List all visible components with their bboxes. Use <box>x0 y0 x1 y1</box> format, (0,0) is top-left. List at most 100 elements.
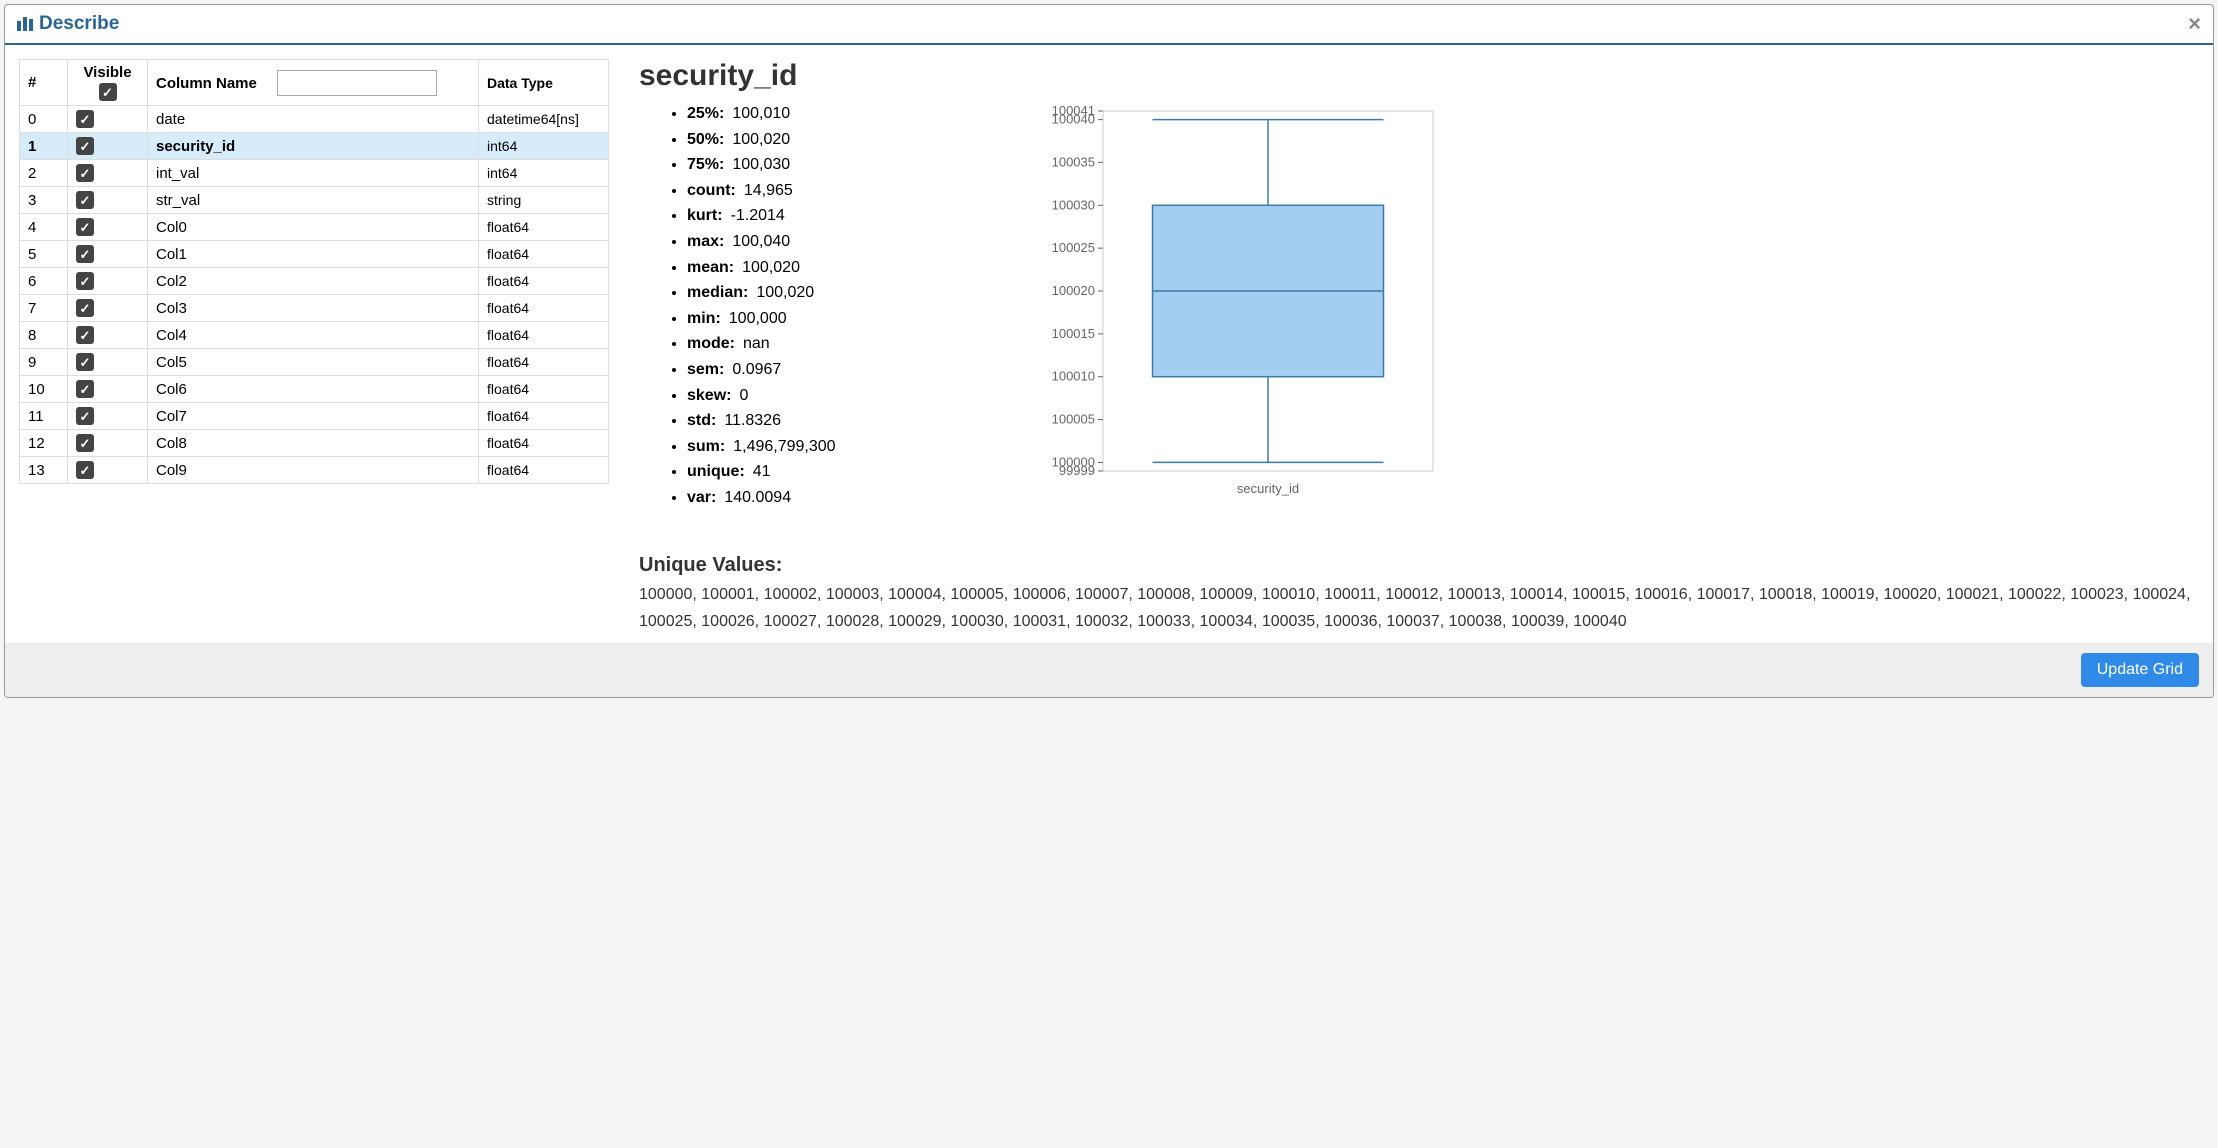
row-dtype: datetime64[ns] <box>479 106 609 133</box>
stat-value: 140.0094 <box>724 489 791 506</box>
stat-label: sem: <box>687 361 724 378</box>
header-index[interactable]: # <box>20 60 68 106</box>
row-index: 13 <box>20 457 68 484</box>
modal-title: Describe <box>17 13 119 35</box>
row-name: Col8 <box>148 430 479 457</box>
visible-checkbox[interactable]: ✓ <box>76 218 94 236</box>
stat-item: sum:1,496,799,300 <box>687 434 999 460</box>
table-row[interactable]: 10 ✓ Col6float64 <box>20 376 609 403</box>
stat-label: skew: <box>687 387 731 404</box>
table-row[interactable]: 3✓str_valstring <box>20 187 609 214</box>
svg-text:100025: 100025 <box>1052 240 1095 255</box>
table-row[interactable]: 11✓Col7float64 <box>20 403 609 430</box>
visible-checkbox[interactable]: ✓ <box>76 380 94 398</box>
row-name: Col1 <box>148 241 479 268</box>
stat-label: var: <box>687 489 716 506</box>
stat-item: mean:100,020 <box>687 255 999 281</box>
svg-text:100005: 100005 <box>1052 412 1095 427</box>
boxplot-chart: 9999910000010000510001010001510002010002… <box>1023 101 2199 536</box>
visible-checkbox[interactable]: ✓ <box>76 326 94 344</box>
stat-item: kurt:-1.2014 <box>687 203 999 229</box>
modal-body: # Visible ✓ Column Name Data Type <box>5 45 2213 643</box>
unique-values: 100000, 100001, 100002, 100003, 100004, … <box>639 581 2199 635</box>
detail-pane: security_id 25%:100,01050%:100,02075%:10… <box>639 59 2199 635</box>
visible-checkbox[interactable]: ✓ <box>76 407 94 425</box>
table-row[interactable]: 12✓Col8float64 <box>20 430 609 457</box>
row-index: 0 <box>20 106 68 133</box>
stat-label: kurt: <box>687 207 723 224</box>
close-icon[interactable]: × <box>2188 11 2201 37</box>
row-index: 8 <box>20 322 68 349</box>
visible-checkbox[interactable]: ✓ <box>76 353 94 371</box>
update-grid-button[interactable]: Update Grid <box>2081 653 2199 687</box>
visible-checkbox[interactable]: ✓ <box>76 272 94 290</box>
svg-text:100030: 100030 <box>1052 197 1095 212</box>
stat-item: sem: 0.0967 <box>687 357 999 383</box>
visible-checkbox[interactable]: ✓ <box>76 461 94 479</box>
table-row[interactable]: 2✓int_valint64 <box>20 160 609 187</box>
row-index: 9 <box>20 349 68 376</box>
row-dtype: float64 <box>479 403 609 430</box>
table-row[interactable]: 5✓Col1float64 <box>20 241 609 268</box>
table-row[interactable]: 6✓Col2float64 <box>20 268 609 295</box>
modal-header: Describe × <box>5 5 2213 45</box>
row-name: Col0 <box>148 214 479 241</box>
visible-checkbox[interactable]: ✓ <box>76 191 94 209</box>
stat-value: 41 <box>753 463 771 480</box>
table-row[interactable]: 7✓Col3float64 <box>20 295 609 322</box>
stat-item: mode:nan <box>687 331 999 357</box>
svg-text:security_id: security_id <box>1237 481 1299 496</box>
row-visible: ✓ <box>68 241 148 268</box>
columns-table: # Visible ✓ Column Name Data Type <box>19 59 609 484</box>
describe-modal: Describe × # Visible ✓ C <box>4 4 2214 698</box>
stat-item: max:100,040 <box>687 229 999 255</box>
table-row[interactable]: 8✓Col4float64 <box>20 322 609 349</box>
row-name: Col5 <box>148 349 479 376</box>
visible-checkbox[interactable]: ✓ <box>76 245 94 263</box>
stat-value: 1,496,799,300 <box>733 438 835 455</box>
table-row[interactable]: 13✓Col9float64 <box>20 457 609 484</box>
stat-value: nan <box>743 335 770 352</box>
table-row[interactable]: 0✓datedatetime64[ns] <box>20 106 609 133</box>
header-name-label: Column Name <box>156 75 257 92</box>
header-name[interactable]: Column Name <box>148 60 479 106</box>
stat-item: std:11.8326 <box>687 408 999 434</box>
visible-checkbox[interactable]: ✓ <box>76 110 94 128</box>
header-visible[interactable]: Visible ✓ <box>68 60 148 106</box>
stat-item: var: 140.0094 <box>687 485 999 511</box>
row-visible: ✓ <box>68 322 148 349</box>
column-name-filter[interactable] <box>277 70 437 96</box>
row-index: 4 <box>20 214 68 241</box>
table-row[interactable]: 1✓security_idint64 <box>20 133 609 160</box>
row-name: Col6 <box>148 376 479 403</box>
row-visible: ✓ <box>68 457 148 484</box>
row-name: Col3 <box>148 295 479 322</box>
row-dtype: float64 <box>479 322 609 349</box>
visible-checkbox[interactable]: ✓ <box>76 434 94 452</box>
visible-checkbox[interactable]: ✓ <box>76 137 94 155</box>
row-dtype: float64 <box>479 214 609 241</box>
visible-checkbox[interactable]: ✓ <box>76 299 94 317</box>
bars-icon <box>17 17 33 31</box>
row-visible: ✓ <box>68 214 148 241</box>
row-index: 3 <box>20 187 68 214</box>
row-name: int_val <box>148 160 479 187</box>
stat-label: 50%: <box>687 131 724 148</box>
svg-text:100000: 100000 <box>1052 454 1095 469</box>
stat-value: 0.0967 <box>732 361 781 378</box>
visible-checkbox[interactable]: ✓ <box>76 164 94 182</box>
table-row[interactable]: 4 ✓ Col0float64 <box>20 214 609 241</box>
svg-text:100020: 100020 <box>1052 283 1095 298</box>
stat-value: 100,020 <box>732 131 790 148</box>
table-row[interactable]: 9 ✓ Col5float64 <box>20 349 609 376</box>
row-index: 10 <box>20 376 68 403</box>
svg-text:100015: 100015 <box>1052 326 1095 341</box>
header-dtype[interactable]: Data Type <box>479 60 609 106</box>
stat-value: 100,010 <box>732 105 790 122</box>
row-dtype: float64 <box>479 349 609 376</box>
row-dtype: float64 <box>479 376 609 403</box>
row-index: 2 <box>20 160 68 187</box>
row-index: 11 <box>20 403 68 430</box>
row-name: str_val <box>148 187 479 214</box>
visible-all-checkbox[interactable]: ✓ <box>99 83 117 101</box>
